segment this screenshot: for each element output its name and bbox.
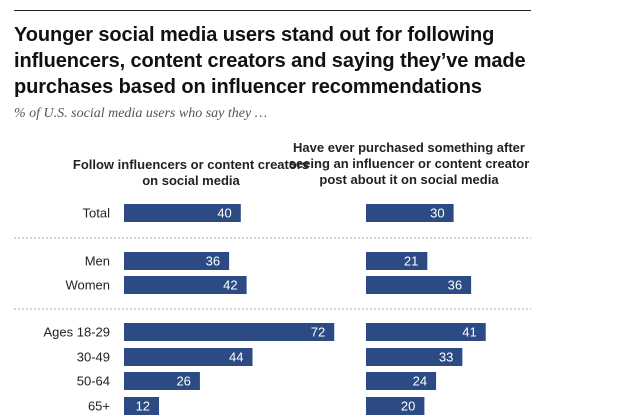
bar-purchased-women xyxy=(366,276,472,294)
chart-title: Younger social media users stand out for… xyxy=(14,24,526,98)
value-label-follow-30-49: 44 xyxy=(229,350,243,365)
bar-follow-ages-18-29 xyxy=(124,323,335,341)
value-label-follow-65: 12 xyxy=(136,399,150,414)
category-label-women: Women xyxy=(65,278,110,293)
bar-purchased-50-64 xyxy=(366,372,437,390)
bar-follow-women xyxy=(124,276,247,294)
category-label-50-64: 50-64 xyxy=(77,374,110,389)
value-label-purchased-30-49: 33 xyxy=(439,350,453,365)
value-label-follow-ages-18-29: 72 xyxy=(311,325,325,340)
bar-purchased-30-49 xyxy=(366,348,463,366)
category-label-men: Men xyxy=(85,254,110,269)
bar-follow-50-64 xyxy=(124,372,200,390)
category-label-65: 65+ xyxy=(88,399,110,414)
value-label-purchased-women: 36 xyxy=(448,278,462,293)
bar-follow-30-49 xyxy=(124,348,253,366)
value-label-purchased-65: 20 xyxy=(401,399,415,414)
category-label-total: Total xyxy=(83,206,111,221)
chart-subtitle: % of U.S. social media users who say the… xyxy=(14,106,268,121)
value-label-purchased-ages-18-29: 41 xyxy=(462,325,476,340)
top-rule xyxy=(14,10,531,11)
bar-purchased-total xyxy=(366,204,454,222)
bar-follow-total xyxy=(124,204,241,222)
value-label-purchased-total: 30 xyxy=(430,206,444,221)
category-label-ages-18-29: Ages 18-29 xyxy=(44,325,111,340)
value-label-follow-women: 42 xyxy=(223,278,237,293)
bar-follow-men xyxy=(124,252,230,270)
value-label-follow-50-64: 26 xyxy=(176,374,190,389)
bar-purchased-ages-18-29 xyxy=(366,323,486,341)
value-label-follow-total: 40 xyxy=(217,206,231,221)
bar-purchased-65 xyxy=(366,397,425,415)
value-label-purchased-50-64: 24 xyxy=(413,374,427,389)
value-label-follow-men: 36 xyxy=(206,254,220,269)
bar-follow-65 xyxy=(124,397,160,415)
category-label-30-49: 30-49 xyxy=(77,350,110,365)
value-label-purchased-men: 21 xyxy=(404,254,418,269)
bar-purchased-men xyxy=(366,252,428,270)
series-header-purchased: Have ever purchased something after seei… xyxy=(288,140,530,187)
series-header-follow: Follow influencers or content creators o… xyxy=(72,157,310,188)
